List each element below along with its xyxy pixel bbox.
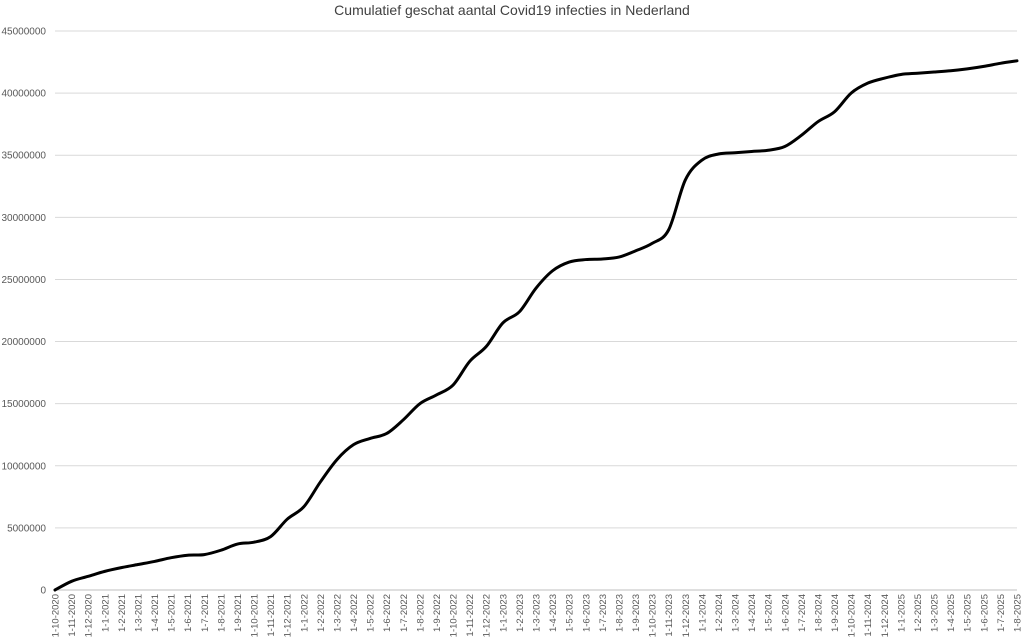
- x-tick-label: 1-10-2022: [449, 594, 460, 637]
- x-tick-label: 1-2-2022: [316, 594, 327, 632]
- x-tick-label: 1-5-2025: [963, 594, 974, 632]
- y-tick-label: 35000000: [2, 151, 47, 162]
- y-tick-label: 10000000: [2, 461, 47, 472]
- x-tick-label: 1-3-2024: [731, 594, 742, 632]
- x-tick-label: 1-4-2022: [349, 594, 360, 632]
- y-tick-label: 5000000: [7, 523, 46, 534]
- x-tick-label: 1-3-2023: [532, 594, 543, 632]
- x-tick-label: 1-2-2025: [913, 594, 924, 632]
- x-tick-label: 1-6-2022: [382, 594, 393, 632]
- x-tick-label: 1-7-2022: [399, 594, 410, 632]
- y-tick-label: 25000000: [2, 275, 47, 286]
- y-tick-label: 15000000: [2, 399, 47, 410]
- x-tick-label: 1-8-2023: [614, 594, 625, 632]
- x-tick-label: 1-1-2022: [299, 594, 310, 632]
- x-tick-label: 1-12-2020: [84, 594, 95, 637]
- x-tick-label: 1-11-2021: [266, 594, 277, 637]
- x-tick-label: 1-8-2022: [415, 594, 426, 632]
- chart-title: Cumulatief geschat aantal Covid19 infect…: [334, 2, 690, 18]
- x-tick-label: 1-10-2023: [648, 594, 659, 637]
- x-tick-label: 1-9-2022: [432, 594, 443, 632]
- x-tick-label: 1-11-2023: [664, 594, 675, 637]
- x-tick-label: 1-4-2023: [548, 594, 559, 632]
- x-tick-label: 1-9-2023: [631, 594, 642, 632]
- x-tick-label: 1-11-2020: [67, 594, 78, 637]
- x-tick-label: 1-7-2023: [598, 594, 609, 632]
- x-tick-label: 1-10-2021: [250, 594, 261, 637]
- x-tick-label: 1-9-2021: [233, 594, 244, 632]
- x-tick-label: 1-5-2023: [565, 594, 576, 632]
- x-tick-label: 1-1-2023: [498, 594, 509, 632]
- x-tick-label: 1-11-2024: [863, 594, 874, 637]
- y-tick-label: 20000000: [2, 337, 47, 348]
- y-tick-label: 0: [40, 586, 46, 597]
- x-tick-label: 1-12-2021: [283, 594, 294, 637]
- x-tick-label: 1-4-2024: [747, 594, 758, 632]
- x-tick-label: 1-8-2021: [216, 594, 227, 632]
- x-tick-label: 1-5-2022: [366, 594, 377, 632]
- y-tick-label: 40000000: [2, 89, 47, 100]
- x-tick-label: 1-4-2025: [946, 594, 957, 632]
- x-tick-label: 1-3-2021: [133, 594, 144, 632]
- x-tick-label: 1-7-2024: [797, 594, 808, 632]
- x-tick-label: 1-5-2024: [764, 594, 775, 632]
- x-tick-label: 1-5-2021: [167, 594, 178, 632]
- x-tick-label: 1-7-2021: [200, 594, 211, 632]
- x-tick-label: 1-10-2020: [51, 594, 62, 637]
- x-tick-label: 1-6-2023: [581, 594, 592, 632]
- x-tick-label: 1-6-2024: [780, 594, 791, 632]
- x-tick-label: 1-1-2024: [697, 594, 708, 632]
- x-tick-label: 1-2-2021: [117, 594, 128, 632]
- series-line: [53, 59, 1019, 592]
- x-tick-label: 1-12-2022: [482, 594, 493, 637]
- x-tick-label: 1-9-2024: [830, 594, 841, 632]
- x-tick-label: 1-1-2021: [100, 594, 111, 632]
- x-tick-label: 1-2-2023: [515, 594, 526, 632]
- y-tick-label: 45000000: [2, 27, 47, 38]
- x-tick-label: 1-7-2025: [996, 594, 1007, 632]
- x-tick-label: 1-3-2022: [332, 594, 343, 632]
- x-tick-label: 1-10-2024: [847, 594, 858, 637]
- x-tick-label: 1-1-2025: [896, 594, 907, 632]
- x-tick-label: 1-8-2025: [1013, 594, 1024, 632]
- x-tick-label: 1-2-2024: [714, 594, 725, 632]
- x-tick-label: 1-12-2024: [880, 594, 891, 637]
- x-tick-label: 1-8-2024: [813, 594, 824, 632]
- x-tick-label: 1-6-2021: [183, 594, 194, 632]
- x-tick-label: 1-12-2023: [681, 594, 692, 637]
- x-tick-label: 1-4-2021: [150, 594, 161, 632]
- x-tick-label: 1-3-2025: [930, 594, 941, 632]
- x-tick-label: 1-11-2022: [465, 594, 476, 637]
- y-tick-label: 30000000: [2, 213, 47, 224]
- x-tick-label: 1-6-2025: [979, 594, 990, 632]
